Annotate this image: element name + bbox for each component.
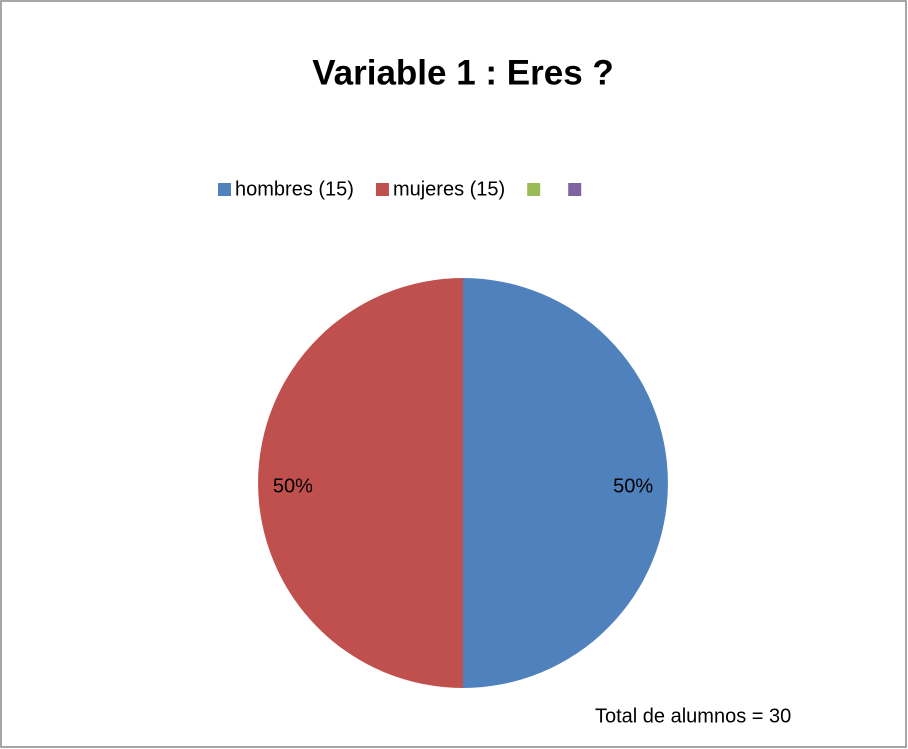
pie-slice [258, 278, 463, 688]
legend-swatch [218, 183, 231, 196]
legend-swatch [568, 183, 582, 196]
pie-slice [463, 278, 668, 688]
legend-label: mujeres (15) [393, 178, 505, 200]
legend-label: hombres (15) [235, 178, 354, 200]
legend-swatch [375, 183, 389, 196]
annotation: Total de alumnos = 30 [595, 705, 791, 727]
legend-swatch [527, 183, 541, 196]
data-label: 50% [613, 475, 653, 497]
data-label: 50% [273, 475, 313, 497]
chart-title: Variable 1 : Eres ? [312, 53, 614, 92]
